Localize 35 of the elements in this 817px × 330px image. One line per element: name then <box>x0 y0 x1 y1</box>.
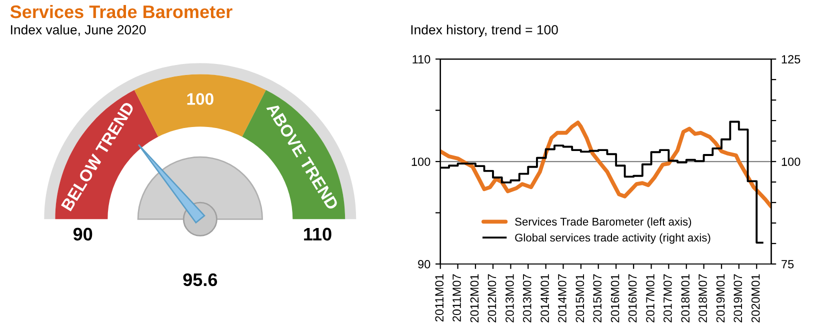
text: 110 <box>304 228 332 241</box>
x-tick-label: 2019M07 <box>734 274 742 322</box>
x-tick-label: 2011M01 <box>435 274 444 322</box>
x-tick-label: 2014M01 <box>540 274 549 322</box>
x-tick-label: 2017M07 <box>663 274 672 322</box>
x-tick-label: 2013M01 <box>506 274 514 322</box>
x-tick-label: 2011M07 <box>452 274 461 322</box>
legend-label: Global services trade activity (right axis) <box>515 233 710 244</box>
text: 90 <box>73 228 92 241</box>
y-tick-label: 110 <box>412 55 430 64</box>
y2-tick-label: 100 <box>782 158 800 166</box>
x-tick-label: 2019M01 <box>716 274 725 322</box>
x-tick-label: 2015M07 <box>593 274 602 322</box>
chart-subtitle: Index value, June 2020 <box>11 24 146 36</box>
x-tick-label: 2012M01 <box>470 274 479 322</box>
x-tick-label: 2012M07 <box>488 274 496 322</box>
y-tick-label: 90 <box>418 260 430 268</box>
text: 95.6 <box>183 273 218 286</box>
x-tick-label: 2016M01 <box>610 274 620 322</box>
x-tick-label: 2017M01 <box>646 274 654 322</box>
x-tick-label: 2018M07 <box>698 274 707 322</box>
legend-label: Services Trade Barometer (left axis) <box>515 217 692 228</box>
x-tick-label: 2016M07 <box>628 274 637 322</box>
y2-tick-label: 125 <box>782 55 800 64</box>
x-tick-label: 2020M01 <box>751 274 760 322</box>
slice-label: 100 <box>187 93 214 105</box>
chart-subtitle: Index history, trend = 100 <box>411 24 558 38</box>
x-tick-label: 2013M07 <box>522 274 532 322</box>
x-tick-label: 2014M07 <box>558 274 566 322</box>
chart-title: Services Trade Barometer <box>10 4 232 18</box>
x-tick-label: 2015M01 <box>576 274 584 322</box>
x-tick-label: 2018M01 <box>681 274 690 322</box>
line-series <box>440 120 772 209</box>
y2-tick-label: 75 <box>782 260 794 268</box>
y-tick-label: 100 <box>412 158 430 166</box>
